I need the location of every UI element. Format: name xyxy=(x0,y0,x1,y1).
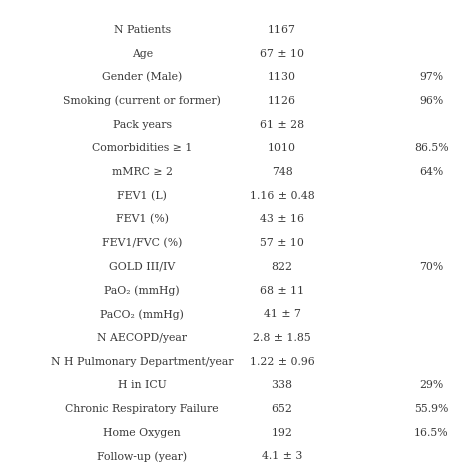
Text: 1.22 ± 0.96: 1.22 ± 0.96 xyxy=(250,356,314,367)
Text: 1167: 1167 xyxy=(268,25,296,35)
Text: 1.16 ± 0.48: 1.16 ± 0.48 xyxy=(250,191,314,201)
Text: N AECOPD/year: N AECOPD/year xyxy=(97,333,187,343)
Text: Age: Age xyxy=(132,48,153,59)
Text: 86.5%: 86.5% xyxy=(414,143,449,154)
Text: 67 ± 10: 67 ± 10 xyxy=(260,48,304,59)
Text: 4.1 ± 3: 4.1 ± 3 xyxy=(262,451,302,462)
Text: mMRC ≥ 2: mMRC ≥ 2 xyxy=(112,167,173,177)
Text: PaO₂ (mmHg): PaO₂ (mmHg) xyxy=(104,285,180,296)
Text: 29%: 29% xyxy=(419,380,444,391)
Text: 70%: 70% xyxy=(419,262,444,272)
Text: 1130: 1130 xyxy=(268,72,296,82)
Text: 2.8 ± 1.85: 2.8 ± 1.85 xyxy=(253,333,311,343)
Text: FEV1/FVC (%): FEV1/FVC (%) xyxy=(102,238,182,248)
Text: 41 ± 7: 41 ± 7 xyxy=(264,309,301,319)
Text: 57 ± 10: 57 ± 10 xyxy=(260,238,304,248)
Text: 97%: 97% xyxy=(419,72,443,82)
Text: H in ICU: H in ICU xyxy=(118,380,166,391)
Text: Comorbidities ≥ 1: Comorbidities ≥ 1 xyxy=(92,143,192,154)
Text: 64%: 64% xyxy=(419,167,444,177)
Text: 61 ± 28: 61 ± 28 xyxy=(260,119,304,130)
Text: PaCO₂ (mmHg): PaCO₂ (mmHg) xyxy=(100,309,184,319)
Text: 55.9%: 55.9% xyxy=(414,404,448,414)
Text: FEV1 (%): FEV1 (%) xyxy=(116,214,169,225)
Text: 68 ± 11: 68 ± 11 xyxy=(260,285,304,296)
Text: 338: 338 xyxy=(272,380,292,391)
Text: 192: 192 xyxy=(272,428,292,438)
Text: 822: 822 xyxy=(272,262,292,272)
Text: 96%: 96% xyxy=(419,96,444,106)
Text: 748: 748 xyxy=(272,167,292,177)
Text: Smoking (current or former): Smoking (current or former) xyxy=(63,96,221,106)
Text: N Patients: N Patients xyxy=(114,25,171,35)
Text: Gender (Male): Gender (Male) xyxy=(102,72,182,82)
Text: 16.5%: 16.5% xyxy=(414,428,449,438)
Text: Follow-up (year): Follow-up (year) xyxy=(97,451,187,462)
Text: FEV1 (L): FEV1 (L) xyxy=(117,191,167,201)
Text: N H Pulmonary Department/year: N H Pulmonary Department/year xyxy=(51,356,234,367)
Text: Chronic Respiratory Failure: Chronic Respiratory Failure xyxy=(65,404,219,414)
Text: GOLD III/IV: GOLD III/IV xyxy=(109,262,175,272)
Text: Pack years: Pack years xyxy=(113,119,172,130)
Text: Home Oxygen: Home Oxygen xyxy=(103,428,181,438)
Text: 1010: 1010 xyxy=(268,143,296,154)
Text: 1126: 1126 xyxy=(268,96,296,106)
Text: 652: 652 xyxy=(272,404,292,414)
Text: 43 ± 16: 43 ± 16 xyxy=(260,214,304,225)
